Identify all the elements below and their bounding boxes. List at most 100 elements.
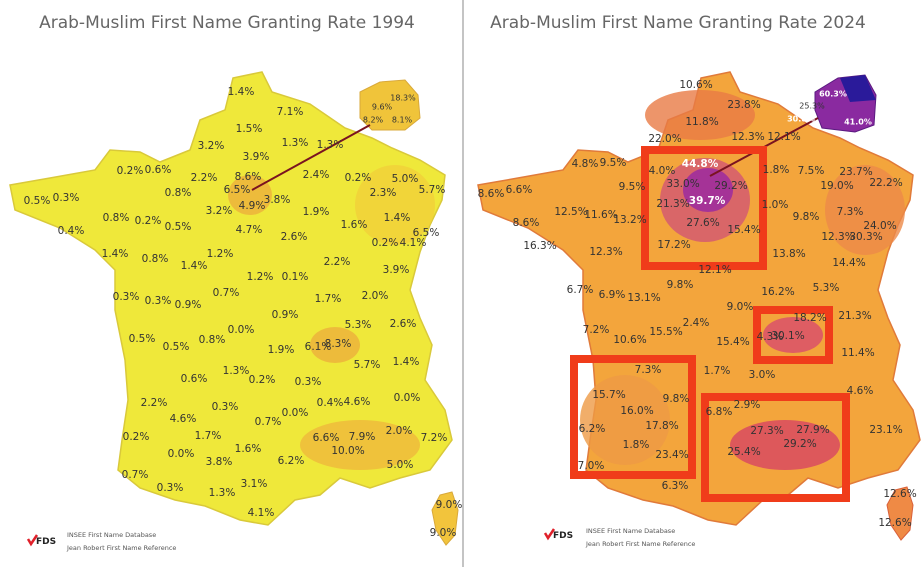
region-label: 13.1% — [627, 292, 660, 304]
region-label: 0.3% — [212, 401, 239, 413]
region-label: 12.1% — [767, 131, 800, 143]
region-label: 12.5% — [554, 206, 587, 218]
region-label: 5.3% — [345, 319, 372, 331]
region-label: 5.7% — [419, 184, 446, 196]
region-label: 1.4% — [384, 212, 411, 224]
region-label: 3.2% — [198, 140, 225, 152]
region-label: 9.0% — [430, 527, 457, 539]
region-label: 2.0% — [386, 425, 413, 437]
region-label: 4.6% — [847, 385, 874, 397]
region-label: 4.8% — [572, 158, 599, 170]
region-label: 41.0% — [844, 118, 872, 127]
region-label: 0.5% — [129, 333, 156, 345]
region-label: 7.5% — [798, 165, 825, 177]
region-label: 2.4% — [683, 317, 710, 329]
map-2024 — [477, 71, 921, 541]
region-label: 0.5% — [165, 221, 192, 233]
source-note: INSEE First Name Database — [67, 531, 156, 539]
logo: FDS — [553, 531, 573, 541]
region-label: 1.3% — [282, 137, 309, 149]
map-title: Arab-Muslim First Name Granting Rate 199… — [39, 13, 415, 33]
region-label: 0.2% — [249, 374, 276, 386]
region-label: 6.2% — [579, 423, 606, 435]
region-label: 17.2% — [657, 239, 690, 251]
region-label: 1.4% — [181, 260, 208, 272]
region-label: 30.1% — [771, 330, 804, 342]
region-label: 9.5% — [600, 157, 627, 169]
region-label: 6.7% — [567, 284, 594, 296]
region-label: 24.0% — [863, 220, 896, 232]
region-label: 15.7% — [592, 389, 625, 401]
region-label: 6.6% — [506, 184, 533, 196]
region-label: 1.3% — [209, 487, 236, 499]
region-label: 16.0% — [620, 405, 653, 417]
region-label: 5.3% — [813, 282, 840, 294]
region-label: 6.9% — [599, 289, 626, 301]
region-label: 39.7% — [689, 195, 726, 207]
region-label: 7.1% — [277, 106, 304, 118]
region-label: 25.3% — [799, 102, 825, 111]
region-label: 0.0% — [394, 392, 421, 404]
region-label: 11.4% — [841, 347, 874, 359]
region-label: 12.3% — [821, 231, 854, 243]
region-label: 4.9% — [239, 200, 266, 212]
region-label: 27.3% — [750, 425, 783, 437]
region-label: 9.0% — [727, 301, 754, 313]
region-label: 0.7% — [213, 287, 240, 299]
region-label: 2.2% — [324, 256, 351, 268]
region-label: 30.8% — [787, 115, 815, 124]
region-label: 1.7% — [704, 365, 731, 377]
region-label: 16.2% — [761, 286, 794, 298]
region-label: 10.6% — [613, 334, 646, 346]
logo-mark — [26, 534, 39, 547]
logo: FDS — [36, 537, 56, 547]
region-label: 2.6% — [390, 318, 417, 330]
region-label: 9.8% — [663, 393, 690, 405]
region-label: 13.8% — [772, 248, 805, 260]
region-label: 1.0% — [762, 199, 789, 211]
region-label: 0.2% — [345, 172, 372, 184]
region-label: 2.3% — [370, 187, 397, 199]
source-note: INSEE First Name Database — [586, 527, 675, 535]
region-label: 2.4% — [303, 169, 330, 181]
region-label: 0.1% — [282, 271, 309, 283]
region-label: 11.8% — [685, 116, 718, 128]
region-label: 0.2% — [123, 431, 150, 443]
region-label: 4.6% — [170, 413, 197, 425]
region-label: 1.4% — [393, 356, 420, 368]
region-label: 0.5% — [24, 195, 51, 207]
region-label: 3.8% — [206, 456, 233, 468]
region-label: 9.6% — [372, 103, 393, 112]
region-label: 2.2% — [191, 172, 218, 184]
region-label: 11.6% — [584, 209, 617, 221]
region-label: 2.0% — [362, 290, 389, 302]
region-label: 18.2% — [793, 312, 826, 324]
source-note: Jean Robert First Name Reference — [585, 540, 695, 548]
region-label: 4.1% — [248, 507, 275, 519]
region-label: 6.2% — [278, 455, 305, 467]
region-label: 8.6% — [235, 171, 262, 183]
region-label: 9.8% — [793, 211, 820, 223]
region-label: 1.5% — [236, 123, 263, 135]
region-label: 0.3% — [53, 192, 80, 204]
region-label: 0.8% — [103, 212, 130, 224]
region-label: 2.6% — [281, 231, 308, 243]
region-label: 9.8% — [667, 279, 694, 291]
region-label: 0.2% — [117, 165, 144, 177]
region-label: 2.9% — [734, 399, 761, 411]
region-label: 4.3% — [757, 331, 784, 343]
map-title: Arab-Muslim First Name Granting Rate 202… — [490, 13, 866, 33]
region-label: 1.6% — [341, 219, 368, 231]
region-label: 60.3% — [819, 90, 847, 99]
region-label: 0.2% — [135, 215, 162, 227]
region-label: 1.6% — [235, 443, 262, 455]
region-label: 10.0% — [331, 445, 364, 457]
region-label: 7.3% — [635, 364, 662, 376]
region-label: 7.2% — [583, 324, 610, 336]
region-label: 1.2% — [207, 248, 234, 260]
region-label: 0.0% — [168, 448, 195, 460]
region-label: 0.3% — [145, 295, 172, 307]
region-label: 1.9% — [303, 206, 330, 218]
region-label: 4.6% — [344, 396, 371, 408]
